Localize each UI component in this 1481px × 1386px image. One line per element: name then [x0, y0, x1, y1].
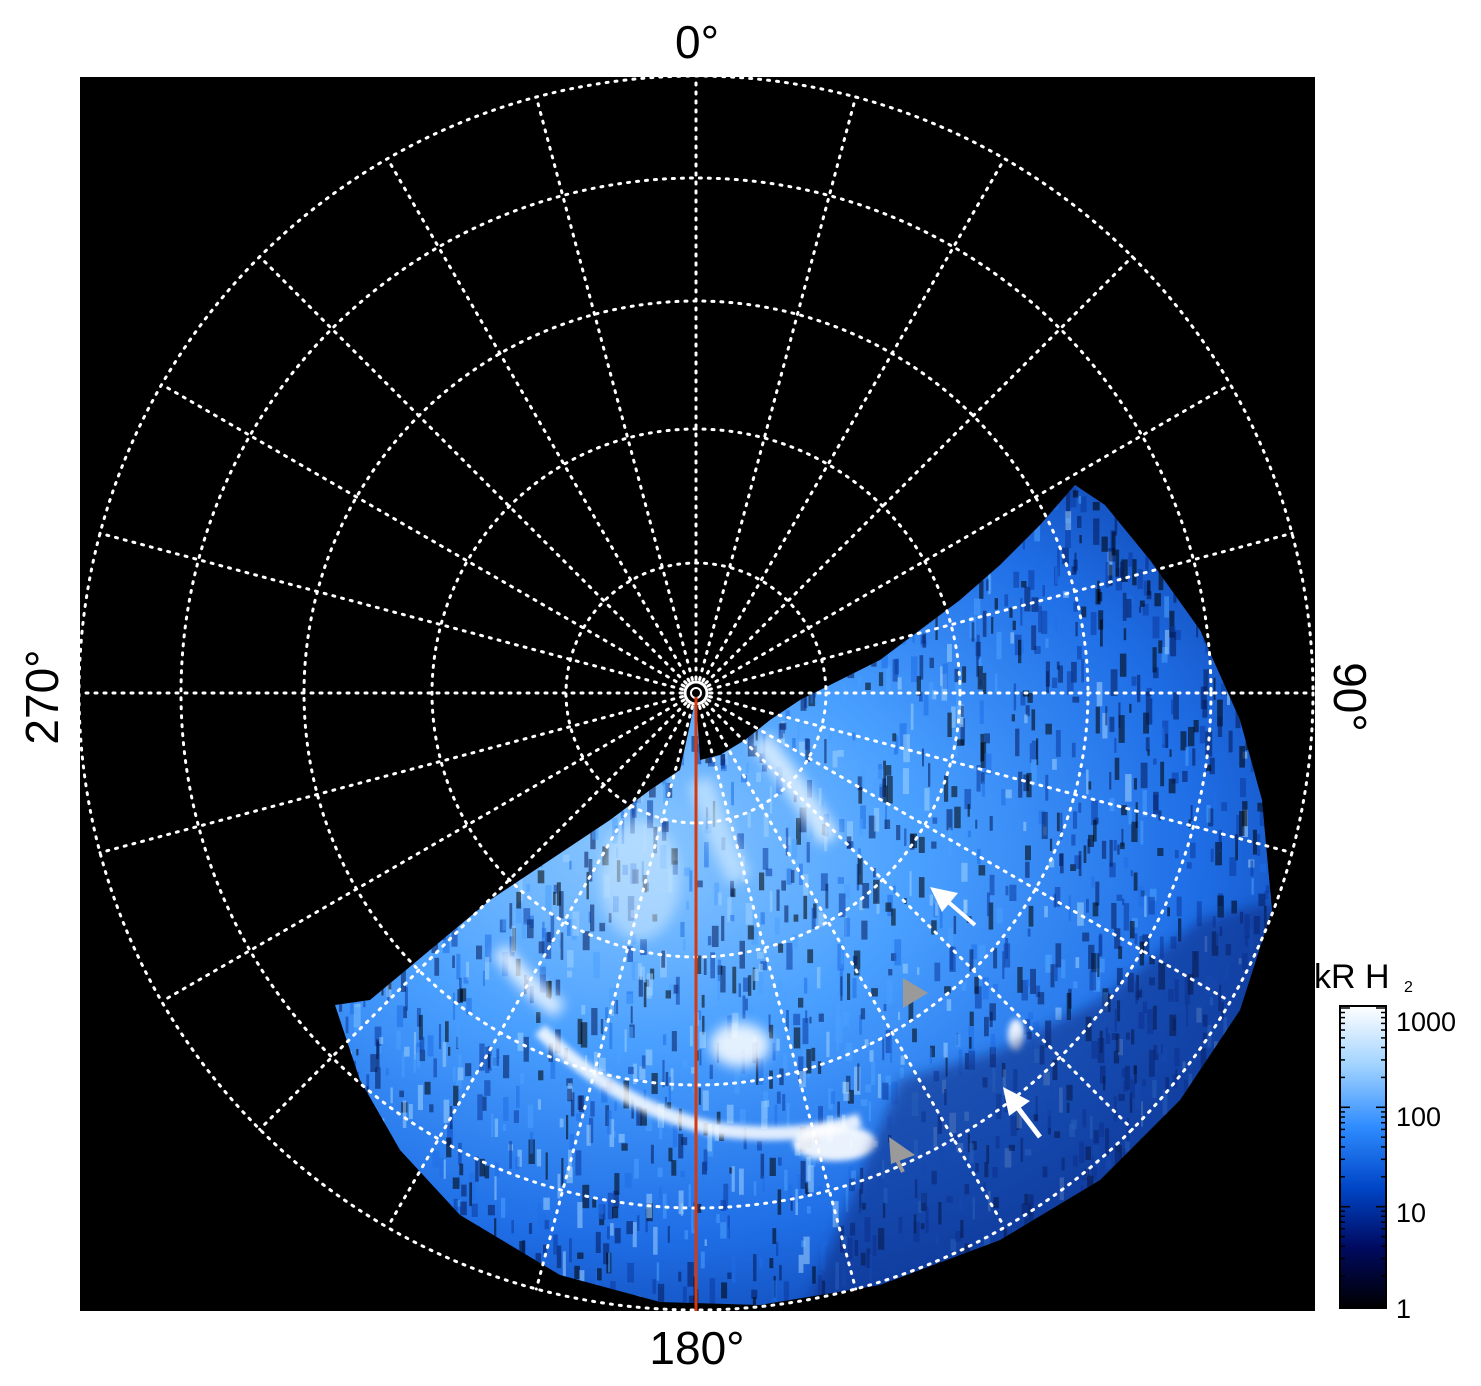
grid-spoke: [534, 705, 694, 1291]
grid-spoke: [160, 383, 686, 688]
grid-spoke: [701, 157, 1006, 683]
arrow-lower-gray: [889, 1137, 915, 1173]
bright-spot-1: [793, 1125, 877, 1161]
bright-spot-2: [710, 1023, 770, 1067]
label-top: 0°: [675, 16, 719, 68]
grid-spoke: [698, 95, 858, 681]
bright-streak-1: [751, 733, 840, 846]
grid-spoke: [706, 383, 1232, 688]
grid-spoke: [258, 255, 688, 685]
grid-spoke: [706, 698, 1232, 1003]
colorbar-title: kR H: [1314, 958, 1390, 996]
colorbar-tick-100: 100: [1396, 1102, 1441, 1132]
label-right: 90°: [1324, 662, 1376, 732]
colorbar-tick-1000: 1000: [1396, 1007, 1456, 1037]
grid-spoke: [708, 531, 1294, 691]
label-bottom: 180°: [649, 1322, 744, 1374]
grid-spoke: [704, 701, 1134, 1131]
colorbar-tick-10: 10: [1396, 1198, 1426, 1228]
grid-spoke: [386, 703, 691, 1229]
grid-spoke: [258, 701, 688, 1131]
colorbar-gradient: [1339, 1005, 1387, 1309]
bright-streak-2: [688, 776, 751, 886]
grid-spoke: [98, 695, 684, 855]
grid-circle: [80, 77, 1315, 1311]
grid-spoke: [98, 531, 684, 691]
grid-spoke: [704, 255, 1134, 685]
arrow-middle-gray: [903, 978, 928, 1008]
grid-spoke: [160, 698, 686, 1003]
arrow-upper-right: [930, 887, 977, 927]
label-left: 270°: [16, 649, 68, 744]
bright-streak-3: [492, 944, 566, 1018]
bright-spot-4: [600, 820, 680, 940]
grid-spoke: [534, 95, 694, 681]
colorbar-tick-1: 1: [1396, 1294, 1411, 1324]
grid-spoke: [386, 157, 691, 683]
grid-spoke: [708, 695, 1294, 855]
colorbar-title-subscript: 2: [1404, 979, 1413, 996]
colorbar: kR H 2 1000 100 10 1: [1314, 958, 1456, 1324]
arrow-lower-right: [1003, 1087, 1042, 1139]
grid-spoke: [701, 703, 1006, 1229]
colorbar-minor-ticks: [1340, 1007, 1386, 1307]
grid-spoke: [698, 705, 858, 1291]
